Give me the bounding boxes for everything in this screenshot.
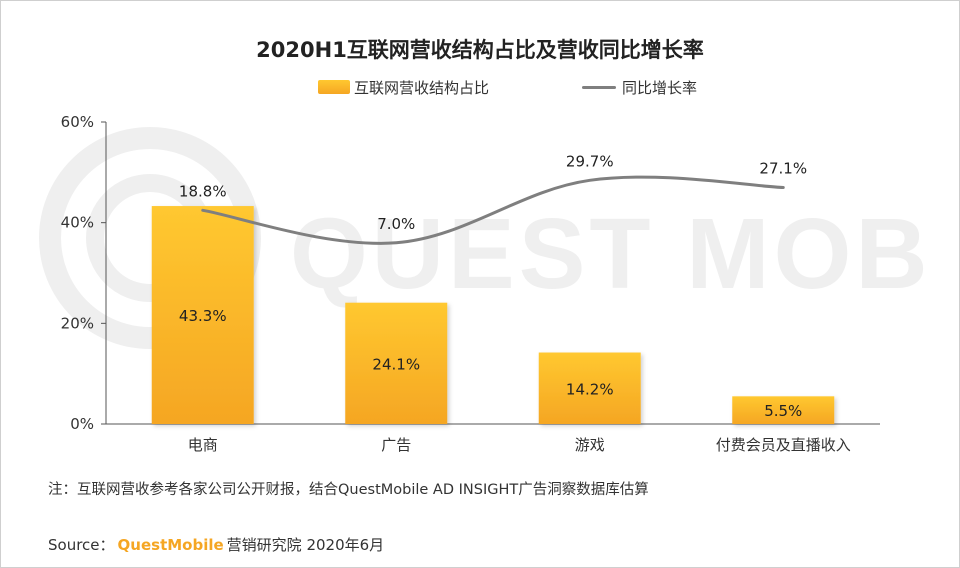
legend-item-bar: 互联网营收结构占比 — [318, 76, 489, 98]
bar-3 — [732, 396, 835, 424]
x-tick-label: 电商 — [188, 436, 218, 454]
svg-text:QUEST MOBILE: QUEST MOBILE — [290, 198, 930, 310]
source-suffix: 营销研究院 2020年6月 — [226, 536, 385, 554]
x-tick-label: 广告 — [381, 436, 411, 454]
footnote: 注：互联网营收参考各家公司公开财报，结合QuestMobile AD INSIG… — [48, 482, 649, 498]
bar-data-label: 43.3% — [179, 307, 227, 325]
legend-swatch-line — [582, 85, 616, 89]
source-line: Source： QuestMobile 营销研究院 2020年6月 — [48, 534, 384, 555]
line-data-label: 27.1% — [759, 159, 807, 177]
legend-label-bar: 互联网营收结构占比 — [354, 78, 490, 97]
chart-title: 2020H1互联网营收结构占比及营收同比增长率 — [256, 38, 704, 62]
chart-legend: 互联网营收结构占比 同比增长率 — [0, 76, 960, 98]
y-tick-label: 60% — [61, 113, 94, 131]
bar-2 — [538, 352, 641, 424]
bar-1 — [345, 302, 448, 424]
x-tick-label: 付费会员及直播收入 — [716, 436, 851, 454]
bar-data-label: 14.2% — [566, 380, 614, 398]
y-tick-label: 0% — [70, 415, 94, 433]
line-data-label: 18.8% — [179, 182, 227, 200]
bar-data-label: 24.1% — [372, 355, 420, 373]
bar-0 — [151, 206, 254, 424]
x-tick-label: 游戏 — [575, 436, 605, 454]
line-data-label: 7.0% — [377, 215, 415, 233]
source-brand: QuestMobile — [117, 536, 224, 554]
bar-data-label: 5.5% — [764, 402, 802, 420]
legend-item-line: 同比增长率 — [582, 76, 697, 98]
chart-plot: 0% 20% 40% 60% 43.3% 电商 24.1% 广告 14.2% 游戏 5.5% 付费会员… — [61, 113, 880, 454]
legend-swatch-bar — [318, 80, 350, 94]
source-prefix: Source： — [48, 536, 115, 554]
y-tick-label: 40% — [61, 214, 94, 232]
legend-label-line: 同比增长率 — [622, 78, 698, 97]
y-tick-label: 20% — [61, 314, 94, 332]
line-data-label: 29.7% — [566, 152, 614, 170]
growth-line — [201, 175, 785, 245]
